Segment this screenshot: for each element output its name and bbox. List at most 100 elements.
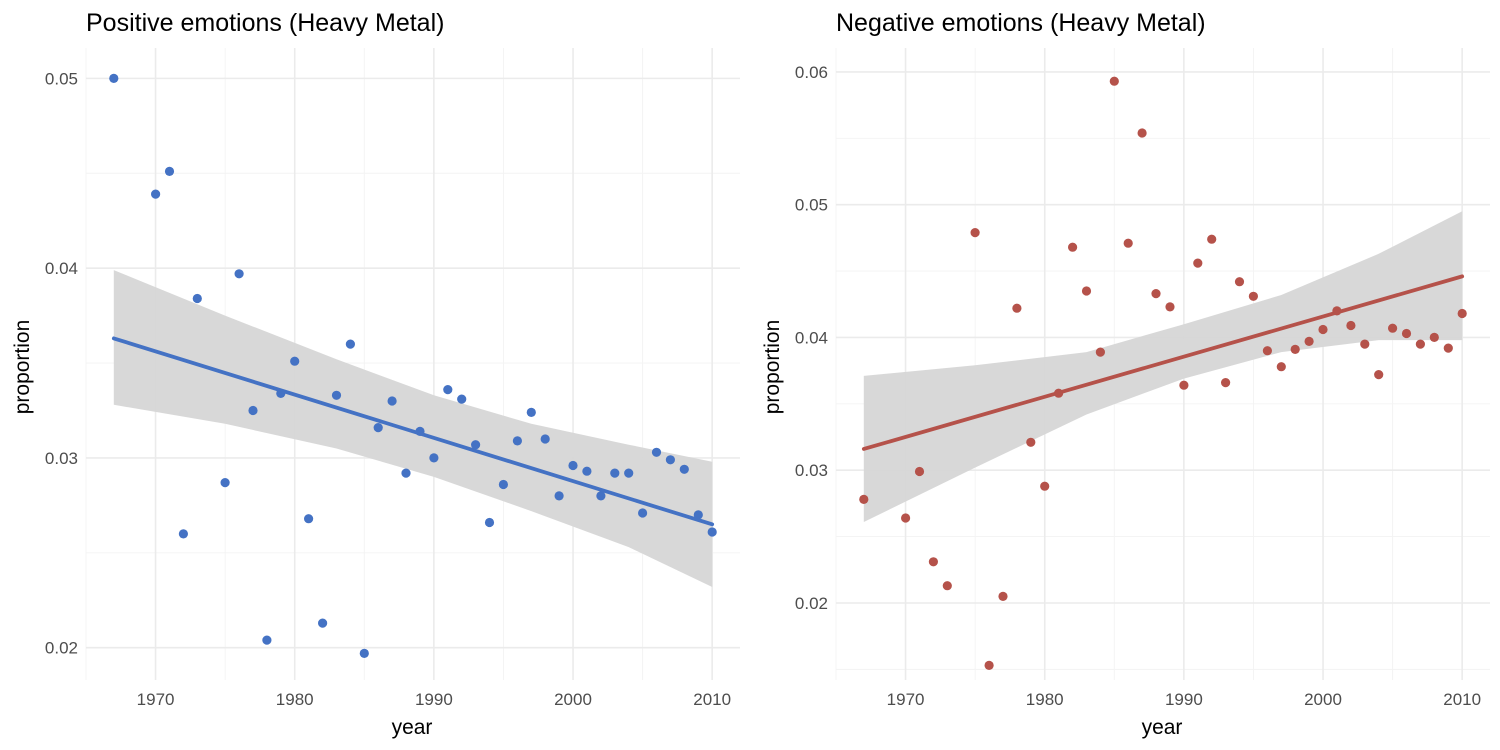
data-point [693, 510, 703, 520]
data-point [1304, 336, 1314, 346]
y-tick-label: 0.03 [795, 461, 828, 480]
panel-title: Positive emotions (Heavy Metal) [86, 9, 444, 37]
data-point [248, 405, 258, 416]
data-point [1193, 258, 1203, 268]
data-point [928, 557, 939, 567]
data-point [1207, 234, 1217, 244]
data-point [624, 468, 634, 478]
data-point [942, 581, 952, 591]
data-point [554, 491, 564, 501]
data-point [220, 478, 230, 488]
x-tick-label: 1980 [276, 690, 314, 709]
panel-title: Negative emotions (Heavy Metal) [836, 9, 1206, 37]
data-point [387, 396, 397, 406]
data-point [998, 591, 1008, 602]
y-tick-label: 0.04 [45, 259, 78, 278]
data-point [345, 339, 355, 349]
data-point [970, 228, 980, 238]
data-point [484, 517, 495, 528]
regression-line [861, 274, 1465, 451]
positive-emotions-panel: Positive emotions (Heavy Metal) year pro… [11, 9, 740, 739]
data-point [1026, 437, 1036, 447]
data-point [665, 455, 676, 465]
data-point [1234, 277, 1245, 287]
y-tick-label: 0.05 [45, 69, 78, 88]
x-tick-label: 1990 [1165, 690, 1203, 709]
data-point [596, 491, 606, 501]
data-point [1081, 286, 1092, 296]
regression-line [111, 336, 715, 527]
x-axis-title: year [1142, 716, 1183, 739]
data-point [290, 356, 300, 366]
data-point [1429, 332, 1439, 342]
x-tick-label: 2000 [1304, 690, 1342, 709]
data-point [373, 423, 383, 433]
x-tick-label: 1970 [137, 690, 175, 709]
data-point [262, 635, 272, 645]
data-point [651, 447, 662, 457]
data-point [401, 468, 411, 478]
y-tick-label: 0.04 [795, 328, 828, 347]
y-tick-label: 0.02 [45, 639, 78, 658]
data-point [540, 434, 550, 444]
y-tick-label: 0.02 [795, 594, 828, 613]
data-point [429, 453, 439, 463]
data-point [1415, 339, 1425, 349]
data-point [512, 436, 523, 446]
y-tick-label: 0.03 [45, 449, 78, 468]
data-point [1248, 291, 1258, 301]
data-point [164, 166, 175, 176]
data-point [1360, 339, 1370, 349]
data-point [443, 385, 453, 395]
data-point [192, 293, 202, 304]
x-axis-title: year [392, 716, 433, 739]
x-tick-label: 2000 [554, 690, 592, 709]
data-point [151, 189, 161, 199]
data-point [1290, 344, 1300, 354]
data-point [526, 407, 536, 417]
data-point [984, 660, 994, 671]
data-point [1457, 308, 1467, 319]
x-tick-label: 1980 [1026, 690, 1064, 709]
x-tick-label: 1990 [415, 690, 453, 709]
data-point [318, 618, 328, 628]
data-point [638, 508, 648, 518]
data-point [457, 394, 467, 404]
data-points [109, 73, 717, 659]
data-point [234, 269, 244, 279]
data-point [1276, 362, 1286, 372]
data-point [1068, 242, 1078, 252]
data-point [109, 73, 119, 83]
data-point [610, 468, 620, 478]
data-point [1123, 238, 1133, 248]
data-point [1443, 343, 1453, 353]
data-point [1151, 289, 1161, 299]
data-point [1095, 347, 1105, 357]
y-axis-title: proportion [11, 320, 34, 415]
x-tick-label: 2010 [693, 690, 731, 709]
data-point [471, 440, 481, 450]
data-point [331, 390, 342, 400]
data-point [1346, 320, 1356, 331]
confidence-band [113, 270, 713, 587]
data-point [1388, 323, 1398, 333]
data-point [1109, 76, 1119, 86]
data-point [359, 648, 369, 659]
data-point [1318, 324, 1328, 335]
negative-emotions-panel: Negative emotions (Heavy Metal) year pro… [761, 9, 1490, 739]
data-point [679, 464, 689, 474]
data-point [1262, 346, 1272, 356]
confidence-band [863, 211, 1463, 523]
data-point [1040, 481, 1050, 491]
data-point [1221, 378, 1231, 388]
data-point [914, 466, 925, 477]
data-point [901, 513, 911, 523]
data-point [498, 479, 508, 490]
data-point [1012, 303, 1022, 313]
y-tick-label: 0.06 [795, 63, 828, 82]
data-point [1165, 302, 1175, 312]
data-point [1374, 370, 1384, 380]
data-point [582, 466, 592, 476]
x-tick-label: 2010 [1443, 690, 1481, 709]
